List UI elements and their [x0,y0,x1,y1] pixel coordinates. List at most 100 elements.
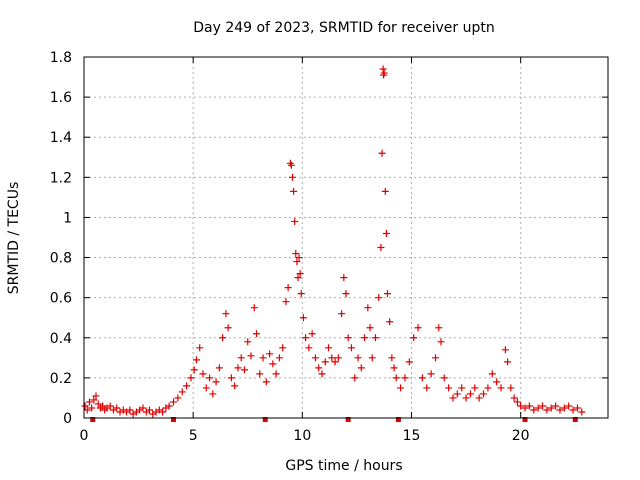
data-point [215,364,223,372]
data-point [85,398,93,406]
chart-title: Day 249 of 2023, SRMTID for receiver upt… [193,20,495,36]
bottom-marker [345,417,351,422]
data-point [379,65,387,73]
data-point [437,338,445,346]
bottom-markers [90,417,578,422]
data-point [279,344,287,352]
data-point [378,149,386,157]
data-point [295,254,303,262]
data-point [269,360,277,368]
data-point [366,324,374,332]
data-point [294,274,302,282]
data-point [513,398,521,406]
data-point [262,378,270,386]
y-tick-label: 0.4 [50,331,72,347]
data-point [224,324,232,332]
data-point [139,404,147,412]
bottom-marker [522,417,528,422]
data-point [187,374,195,382]
data-point [90,396,98,404]
data-point [410,334,418,342]
data-point [126,406,134,414]
data-point [259,354,267,362]
data-point [170,398,178,406]
data-point [297,290,305,298]
data-point [88,404,96,412]
data-point [308,330,316,338]
data-point [445,384,453,392]
data-point [539,402,546,410]
data-point [377,244,385,252]
y-tick-label: 1.8 [50,50,72,66]
data-point [178,388,186,396]
data-point [440,374,448,382]
data-point [113,404,121,412]
data-point [380,69,388,77]
data-point [209,390,217,398]
data-point [315,364,323,372]
data-point [449,394,457,402]
x-tick-label: 20 [512,428,530,444]
data-point [83,406,91,414]
data-point [299,314,307,322]
data-point [206,374,214,382]
y-tick-label: 1 [63,210,72,226]
bottom-marker [171,417,177,422]
grid-lines [84,57,608,418]
data-point [240,366,248,374]
data-point [578,408,586,416]
data-point [504,358,512,366]
data-point [342,290,350,298]
data-point [401,374,409,382]
bottom-marker [90,417,96,422]
data-point [368,354,376,362]
data-point [371,334,379,342]
data-point [556,406,564,414]
data-point [290,187,298,195]
x-tick-label: 10 [293,428,311,444]
bottom-marker [395,417,401,422]
data-point [501,346,509,354]
data-point [318,370,326,378]
data-point [174,394,182,402]
x-tick-label: 15 [403,428,421,444]
data-point [311,354,319,362]
data-point [507,384,515,392]
data-point [497,384,505,392]
data-point [244,338,252,346]
data-point [347,344,355,352]
data-point [159,408,167,416]
data-point [354,354,362,362]
data-point [375,294,383,302]
data-point [202,384,210,392]
data-point [199,370,207,378]
y-tick-label: 0 [63,411,72,427]
data-point [328,354,336,362]
data-point [334,354,342,362]
data-point [192,356,200,364]
data-point [543,406,551,414]
data-point [196,344,204,352]
data-point [397,384,405,392]
data-point [388,354,396,362]
data-point [351,374,359,382]
data-point [305,344,313,352]
data-point [212,378,220,386]
data-point [386,318,394,326]
data-point [302,334,310,342]
data-point [190,366,198,374]
data-point [247,352,255,360]
data-point [252,330,260,338]
data-point [165,402,173,410]
data-point [466,390,474,398]
data-point [493,378,501,386]
data-point [275,354,283,362]
data-point [569,406,577,414]
data-point [414,324,422,332]
data-point [547,404,555,412]
data-point [517,402,525,410]
data-point [325,344,333,352]
data-point [222,310,230,318]
data-point [234,364,242,372]
